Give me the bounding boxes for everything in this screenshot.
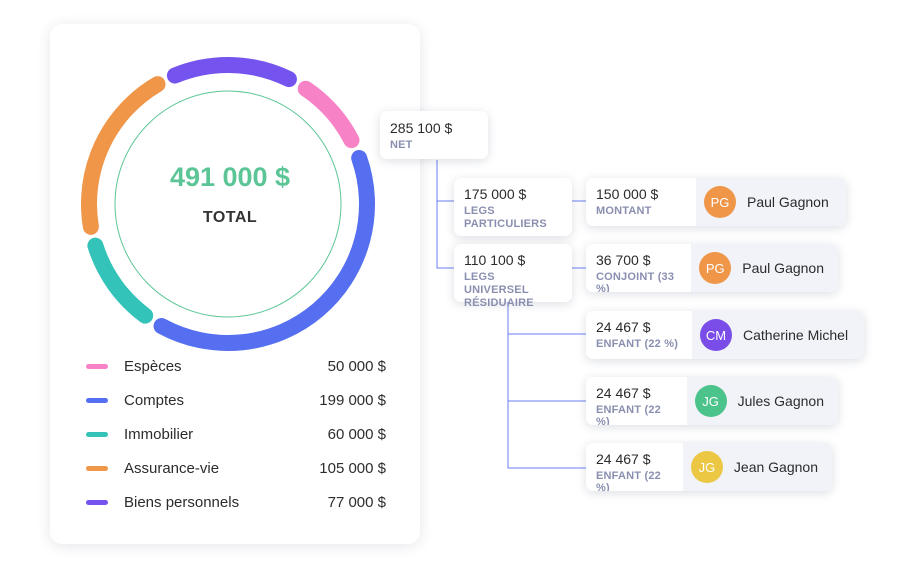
legend-value: 105 000 $ — [319, 459, 386, 477]
beneficiary-card[interactable]: 24 467 $ ENFANT (22 %) JG Jean Gagnon — [586, 443, 832, 491]
beneficiary-role: MONTANT — [596, 205, 652, 217]
beneficiary-amount: 24 467 $ — [596, 451, 651, 467]
beneficiary-name: Jean Gagnon — [733, 459, 818, 475]
beneficiary-card[interactable]: 150 000 $ MONTANT PG Paul Gagnon — [586, 178, 846, 226]
beneficiary-card[interactable]: 36 700 $ CONJOINT (33 %) PG Paul Gagnon — [586, 244, 838, 292]
beneficiary-role: ENFANT (22 %) — [596, 470, 661, 491]
legend-value: 199 000 $ — [319, 391, 386, 409]
donut-segment-5 — [166, 57, 297, 88]
legend-item-especes: Espèces 50 000 $ — [86, 349, 386, 383]
beneficiary-amount: 36 700 $ — [596, 252, 651, 268]
legs-particuliers-amount: 175 000 $ — [464, 186, 527, 202]
beneficiary-amount: 150 000 $ — [596, 186, 659, 202]
legend-label: Comptes — [124, 391, 185, 409]
legs-universel-node: 110 100 $ LEGS UNIVERSEL RÉSIDUAIRE — [454, 244, 572, 309]
legend-swatch — [86, 397, 108, 403]
beneficiary-amount-box: 36 700 $ CONJOINT (33 %) — [586, 244, 691, 292]
beneficiary-person: JG Jean Gagnon — [682, 443, 832, 491]
legend-item-immobilier: Immobilier 60 000 $ — [86, 417, 386, 451]
avatar: PG — [704, 186, 736, 218]
beneficiary-name: Paul Gagnon — [742, 260, 824, 276]
net-node: 285 100 $ NET — [380, 111, 488, 159]
legs-universel-amount: 110 100 $ — [464, 252, 526, 268]
legend-swatch — [86, 363, 108, 369]
beneficiary-person: PG Paul Gagnon — [691, 244, 838, 292]
beneficiary-card[interactable]: 24 467 $ ENFANT (22 %) JG Jules Gagnon — [586, 377, 838, 425]
legend-swatch — [86, 499, 108, 505]
legs-particuliers-node: 175 000 $ LEGS PARTICULIERS — [454, 178, 572, 236]
beneficiary-name: Jules Gagnon — [737, 393, 824, 409]
connector-residuaire-to-children — [507, 302, 586, 469]
total-label: TOTAL — [202, 209, 258, 226]
asset-legend: Espèces 50 000 $ Comptes 199 000 $ Immob… — [86, 349, 386, 519]
net-label: NET — [390, 139, 413, 151]
legend-item-comptes: Comptes 199 000 $ — [86, 383, 386, 417]
beneficiary-person: CM Catherine Michel — [692, 311, 864, 359]
donut-segment-2 — [153, 149, 375, 351]
total-amount: 491 000 $ — [169, 162, 291, 192]
avatar: PG — [699, 252, 732, 284]
beneficiary-person: PG Paul Gagnon — [696, 178, 846, 226]
beneficiary-amount: 24 467 $ — [596, 385, 651, 401]
avatar: JG — [690, 451, 723, 483]
donut-segment-3 — [87, 237, 154, 324]
legend-item-biens-personnels: Biens personnels 77 000 $ — [86, 485, 386, 519]
beneficiary-amount-box: 150 000 $ MONTANT — [586, 178, 696, 226]
legs-universel-label-line1: LEGS UNIVERSEL — [464, 271, 529, 296]
legend-swatch — [86, 431, 108, 437]
donut-segment-1 — [297, 80, 360, 149]
donut-segment-4 — [81, 76, 166, 235]
legend-label: Biens personnels — [124, 493, 240, 511]
beneficiary-amount: 24 467 $ — [596, 319, 651, 335]
beneficiary-name: Paul Gagnon — [747, 194, 829, 210]
legs-particuliers-label-line2: PARTICULIERS — [464, 218, 547, 230]
legs-universel-label-line2: RÉSIDUAIRE — [464, 297, 534, 309]
beneficiary-amount-box: 24 467 $ ENFANT (22 %) — [586, 443, 683, 491]
connector-net-to-legs — [436, 160, 454, 269]
avatar: JG — [694, 385, 727, 417]
legend-item-assurance-vie: Assurance-vie 105 000 $ — [86, 451, 386, 485]
beneficiary-role: ENFANT (22 %) — [596, 338, 679, 350]
legend-value: 60 000 $ — [327, 425, 386, 443]
legend-value: 50 000 $ — [327, 357, 386, 375]
legend-value: 77 000 $ — [327, 493, 386, 511]
inner-ring — [114, 90, 342, 318]
asset-donut-chart — [81, 57, 375, 351]
legend-label: Espèces — [124, 357, 182, 375]
legs-particuliers-label-line1: LEGS — [464, 205, 495, 217]
beneficiary-role: CONJOINT (33 %) — [596, 271, 675, 292]
estate-summary-card: 491 000 $ TOTAL Espèces 50 000 $ Comptes… — [50, 24, 420, 544]
beneficiary-amount-box: 24 467 $ ENFANT (22 %) — [586, 311, 692, 359]
beneficiary-person: JG Jules Gagnon — [686, 377, 838, 425]
legend-label: Assurance-vie — [124, 459, 220, 477]
beneficiary-role: ENFANT (22 %) — [596, 404, 661, 425]
legend-swatch — [86, 465, 108, 471]
beneficiary-name: Catherine Michel — [743, 327, 849, 343]
beneficiary-card[interactable]: 24 467 $ ENFANT (22 %) CM Catherine Mich… — [586, 311, 864, 359]
beneficiary-amount-box: 24 467 $ ENFANT (22 %) — [586, 377, 687, 425]
legend-label: Immobilier — [124, 425, 194, 443]
net-amount: 285 100 $ — [390, 120, 453, 136]
avatar: CM — [700, 319, 732, 351]
